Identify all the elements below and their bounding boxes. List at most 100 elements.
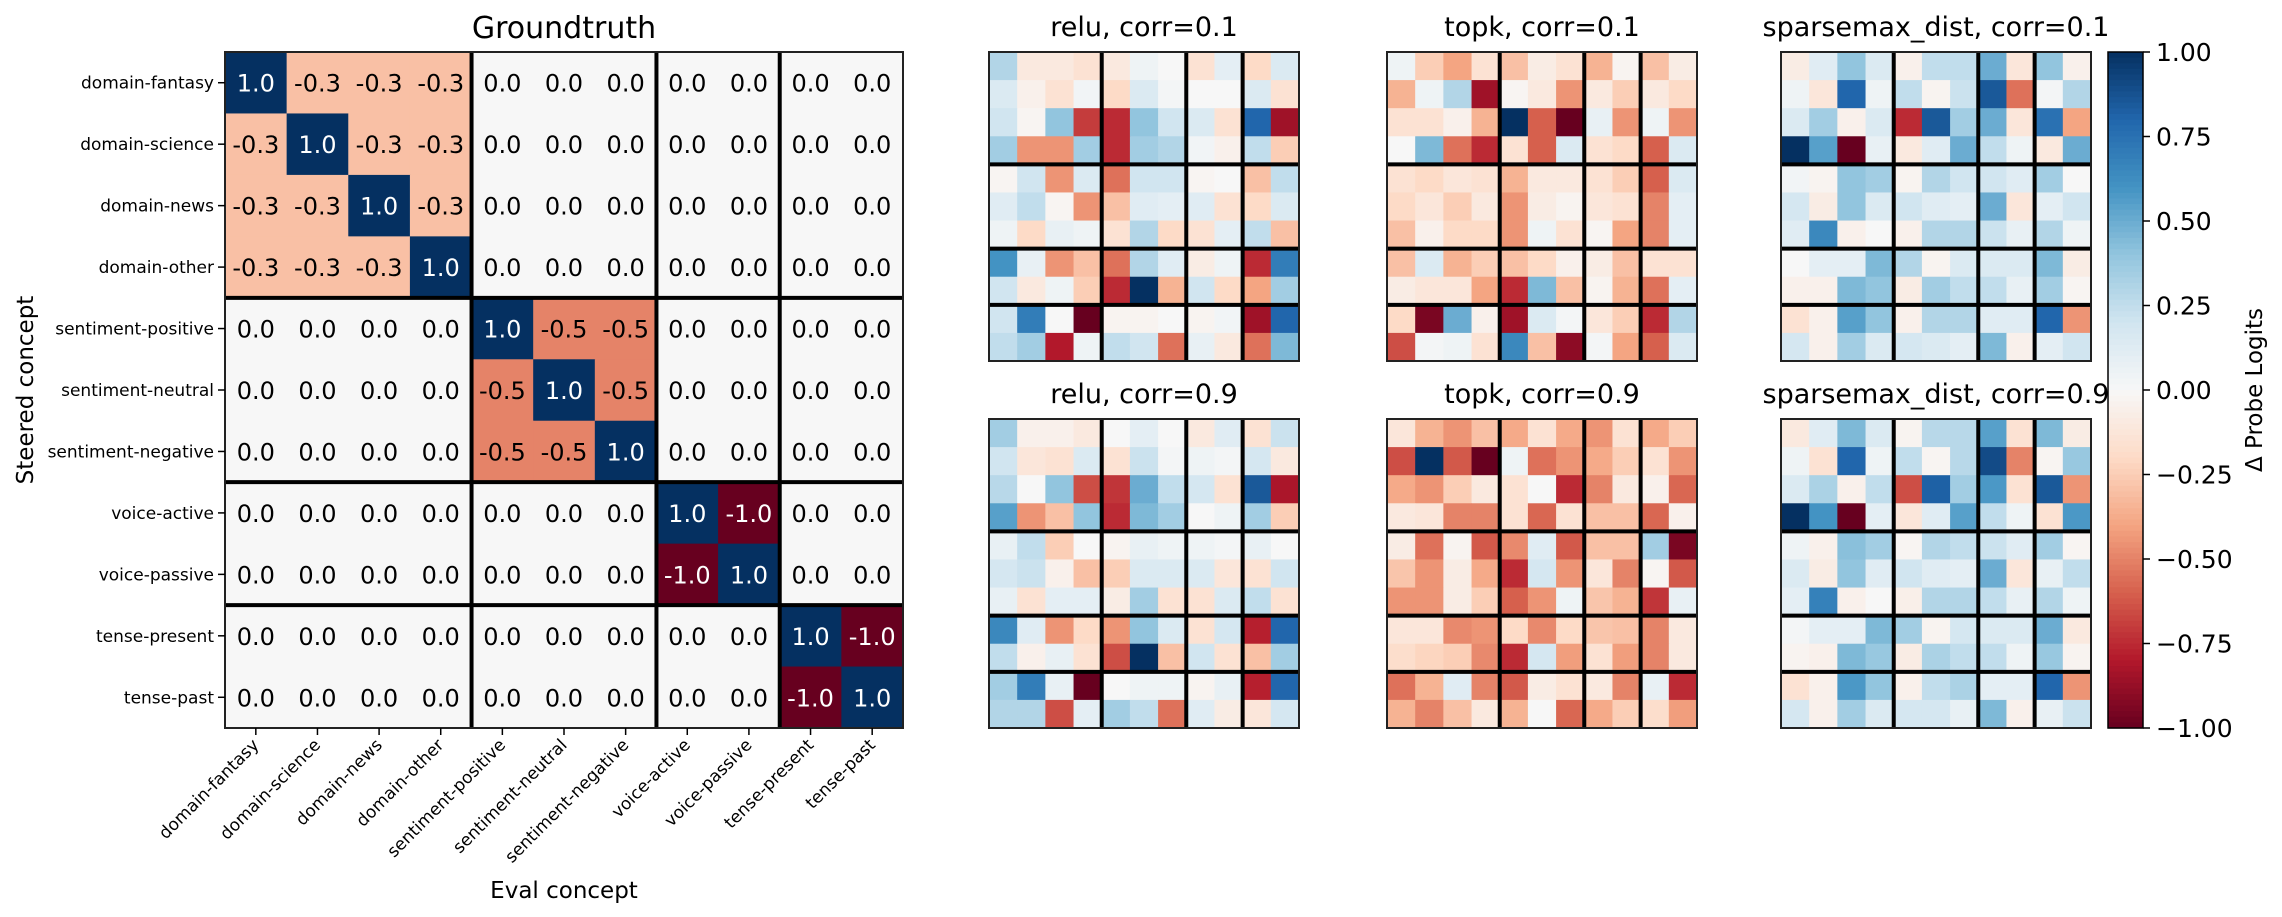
heatmap-cell: [1443, 192, 1473, 222]
cell-value-label: 0.0: [730, 193, 768, 221]
heatmap-cell: [1101, 276, 1131, 306]
heatmap-cell: [1612, 531, 1642, 560]
heatmap-cell: [1612, 699, 1642, 729]
heatmap-cell: [1893, 304, 1923, 334]
cell-value-label: 0.0: [545, 684, 583, 712]
heatmap-cell: [1158, 587, 1187, 617]
heatmap-cell: [1781, 164, 1810, 193]
heatmap-cell: [1415, 248, 1444, 278]
cell-value-label: 0.0: [668, 70, 706, 98]
cell-value-label: 0.0: [730, 438, 768, 466]
colorbar-gradient-segment: [2108, 221, 2143, 228]
heatmap-cell: [1214, 615, 1244, 645]
heatmap-cell: [1921, 419, 1951, 448]
heatmap-cell: [1073, 304, 1103, 334]
heatmap-cell: [2006, 587, 2036, 617]
heatmap-cell: [1270, 503, 1300, 532]
heatmap-cell: [1950, 419, 1979, 448]
heatmap-cell: [2062, 192, 2092, 222]
heatmap-cell: [1640, 136, 1670, 165]
cell-value-label: 0.0: [853, 131, 891, 159]
cell-value-label: 0.0: [545, 70, 583, 98]
heatmap-cell: [1921, 220, 1951, 250]
heatmap-cell: [1186, 248, 1215, 278]
heatmap-cell: [1101, 80, 1131, 109]
heatmap-cell: [2062, 248, 2092, 278]
heatmap-cell: [1584, 136, 1613, 165]
heatmap-cell: [1527, 332, 1557, 362]
heatmap-cell: [1978, 447, 2007, 476]
colorbar-tick-label: −0.75: [2156, 630, 2233, 659]
heatmap-cell: [225, 52, 288, 114]
heatmap-cell: [989, 419, 1018, 448]
heatmap-cell: [1101, 587, 1131, 617]
heatmap-cell: [1387, 559, 1416, 589]
cell-value-label: 0.0: [730, 377, 768, 405]
heatmap-cell: [1499, 304, 1529, 334]
colorbar-gradient-segment: [2108, 508, 2143, 515]
heatmap-cell: [1017, 164, 1046, 193]
heatmap-cell: [1527, 559, 1557, 589]
heatmap-cell: [1443, 220, 1473, 250]
heatmap-cell: [1865, 192, 1895, 222]
heatmap-cell: [1129, 615, 1159, 645]
cell-value-label: 0.0: [668, 193, 706, 221]
heatmap-cell: [1837, 643, 1867, 673]
heatmap-cell: [1270, 643, 1300, 673]
heatmap-cell: [1242, 503, 1272, 532]
heatmap-cell: [1921, 671, 1951, 701]
heatmap-cell: [1584, 192, 1613, 222]
heatmap-cell: [1893, 643, 1923, 673]
heatmap-cell: [1073, 475, 1103, 504]
heatmap-cell: [2034, 80, 2064, 109]
heatmap-cell: [1129, 587, 1159, 617]
colorbar-gradient-segment: [2108, 451, 2143, 459]
cell-value-label: 0.0: [853, 316, 891, 344]
heatmap-cell: [1073, 615, 1103, 645]
colorbar-gradient-segment: [2108, 604, 2143, 611]
cell-value-label: -0.5: [541, 316, 588, 344]
cell-value-label: 1.0: [545, 377, 583, 405]
heatmap-cell: [1893, 475, 1923, 504]
heatmap-cell: [1865, 559, 1895, 589]
colorbar-gradient-segment: [2108, 181, 2143, 188]
heatmap-cell: [594, 52, 657, 114]
heatmap-cell: [1045, 276, 1075, 306]
heatmap-cell: [1499, 643, 1529, 673]
cell-value-label: 0.0: [668, 131, 706, 159]
heatmap-cell: [1443, 447, 1473, 476]
colorbar-gradient-segment: [2108, 587, 2143, 594]
colorbar-gradient-segment: [2108, 632, 2143, 639]
heatmap-cell: [2034, 52, 2064, 81]
cell-value-label: -0.3: [356, 254, 403, 282]
heatmap-cell: [1073, 643, 1103, 673]
y-tick-label: voice-active: [111, 504, 214, 524]
y-tick-label: domain-science: [80, 135, 214, 155]
heatmap-cell: [718, 605, 781, 668]
heatmap-cell: [1837, 80, 1867, 109]
heatmap-cell: [1101, 615, 1131, 645]
heatmap-cell: [1865, 531, 1895, 560]
heatmap-cell: [1471, 276, 1501, 306]
heatmap-cell: [2006, 419, 2036, 448]
heatmap-cell: [286, 543, 349, 606]
heatmap-cell: [718, 297, 781, 360]
heatmap-cell: [718, 420, 781, 483]
panel-heatmap: relu, corr=0.1: [988, 12, 1300, 362]
y-tick-label: sentiment-positive: [55, 320, 214, 340]
heatmap-cell: [1186, 615, 1215, 645]
heatmap-cell: [1556, 587, 1585, 617]
heatmap-cell: [1158, 80, 1187, 109]
heatmap-cell: [1270, 475, 1300, 504]
heatmap-cell: [1073, 699, 1103, 729]
cell-value-label: 0.0: [791, 438, 829, 466]
colorbar-gradient-segment: [2108, 615, 2143, 622]
heatmap-cell: [1950, 332, 1979, 362]
heatmap-cell: [2062, 419, 2092, 448]
heatmap-cell: [1270, 419, 1300, 448]
heatmap-cell: [1837, 248, 1867, 278]
cell-value-label: 0.0: [791, 377, 829, 405]
cell-value-label: -0.5: [479, 438, 526, 466]
colorbar-gradient-segment: [2108, 102, 2143, 109]
heatmap-cell: [1556, 615, 1585, 645]
